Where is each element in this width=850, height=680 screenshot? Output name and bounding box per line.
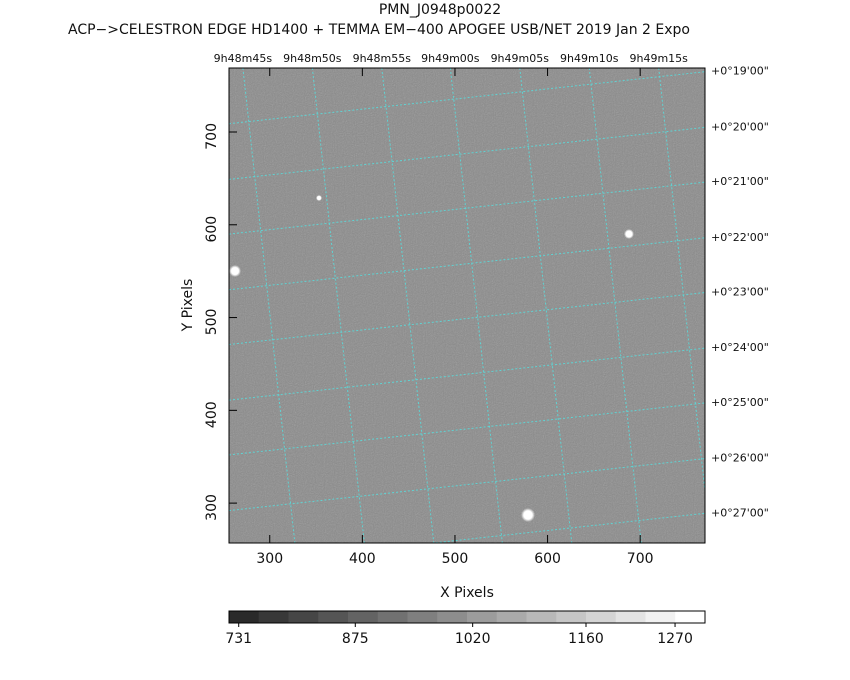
y-tick-label: 500 (204, 309, 220, 336)
colorbar-segment (229, 611, 260, 623)
colorbar-segment (615, 611, 646, 623)
y-tick-label: 600 (204, 216, 220, 243)
colorbar-segment (586, 611, 617, 623)
y-axis-label: Y Pixels (180, 279, 196, 333)
colorbar-frame (228, 610, 706, 624)
star (624, 229, 634, 239)
ra-tick-label: 9h48m50s (283, 52, 342, 65)
star (316, 195, 322, 201)
dec-tick-label: +0°24'00" (711, 341, 769, 354)
colorbar-segment (645, 611, 676, 623)
colorbar-segment (496, 611, 527, 623)
ra-tick-label: 9h49m05s (491, 52, 550, 65)
x-tick-label: 700 (627, 551, 654, 567)
colorbar-segment (467, 611, 498, 623)
dec-tick-label: +0°19'00" (711, 65, 769, 78)
star (521, 508, 535, 522)
x-tick-label: 400 (349, 551, 376, 567)
dec-tick-label: +0°21'00" (711, 175, 769, 188)
colorbar-segment (437, 611, 468, 623)
colorbar-segment (675, 611, 706, 623)
image-noise (229, 68, 705, 543)
colorbar-tick-label: 1020 (455, 631, 491, 647)
dec-tick-label: +0°26'00" (711, 452, 769, 465)
dec-tick-label: +0°27'00" (711, 506, 769, 519)
colorbar-tick-label: 731 (225, 631, 252, 647)
subtitle: ACP−>CELESTRON EDGE HD1400 + TEMMA EM−40… (68, 22, 690, 38)
colorbar-segment (377, 611, 408, 623)
colorbar-tick-label: 875 (342, 631, 369, 647)
dec-tick-label: +0°25'00" (711, 396, 769, 409)
plot-frame (228, 67, 706, 544)
y-tick-label: 700 (204, 123, 220, 150)
colorbar-segment (407, 611, 438, 623)
colorbar-segment (288, 611, 319, 623)
dec-tick-label: +0°22'00" (711, 231, 769, 244)
ra-tick-label: 9h49m15s (629, 52, 688, 65)
x-axis-label: X Pixels (440, 585, 494, 601)
image (229, 68, 705, 543)
colorbar-tick-label: 1160 (568, 631, 604, 647)
dec-tick-label: +0°20'00" (711, 120, 769, 133)
y-tick-label: 400 (204, 401, 220, 428)
dec-tick-label: +0°23'00" (711, 286, 769, 299)
colorbar-segment (258, 611, 289, 623)
ra-tick-label: 9h48m45s (214, 52, 273, 65)
colorbar-segment (318, 611, 349, 623)
x-tick-label: 300 (256, 551, 283, 567)
ra-tick-label: 9h49m00s (421, 52, 480, 65)
colorbar-segment (526, 611, 557, 623)
x-tick-label: 600 (534, 551, 561, 567)
colorbar-segment (348, 611, 379, 623)
ra-tick-label: 9h48m55s (353, 52, 412, 65)
ra-tick-label: 9h49m10s (560, 52, 619, 65)
colorbar-tick-label: 1270 (657, 631, 693, 647)
x-tick-label: 500 (442, 551, 469, 567)
star (229, 265, 241, 277)
chart-title: PMN_J0948p0022 (379, 2, 501, 18)
colorbar-segment (556, 611, 587, 623)
y-tick-label: 300 (204, 494, 220, 521)
